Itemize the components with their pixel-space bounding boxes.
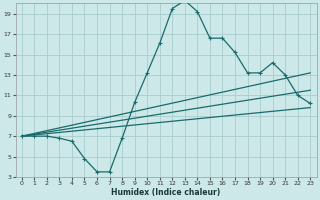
X-axis label: Humidex (Indice chaleur): Humidex (Indice chaleur) [111,188,221,197]
